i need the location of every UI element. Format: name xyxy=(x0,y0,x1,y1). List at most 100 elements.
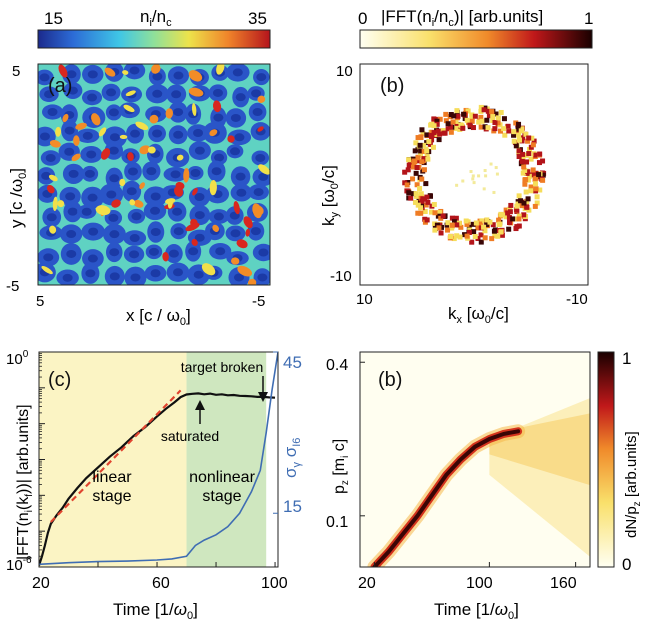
colorbar-b xyxy=(359,29,593,49)
b-xtick-right: -10 xyxy=(566,291,588,308)
fft-noise xyxy=(489,162,493,166)
fft-pixel xyxy=(485,108,491,114)
a-xtick-right: -5 xyxy=(252,293,265,310)
density-void-core xyxy=(252,108,263,117)
fft-pixel xyxy=(482,235,488,241)
fft-pixel xyxy=(475,225,481,231)
panel-a: 15 ni/nc 35 (a) 5 -5 5 -5 x [c / ω0] y [… xyxy=(6,7,271,328)
density-filament xyxy=(55,126,62,137)
fft-pixel xyxy=(406,162,412,168)
fft-pixel xyxy=(406,190,412,196)
fft-pixel xyxy=(419,159,425,165)
c-annotation-target-broken: target broken xyxy=(181,359,264,375)
density-void-core xyxy=(108,108,119,117)
fft-pixel xyxy=(493,111,499,117)
density-void-core xyxy=(109,174,120,183)
fft-pixel xyxy=(521,164,527,170)
fft-pixel xyxy=(436,211,442,217)
density-void-core xyxy=(211,167,222,176)
fft-pixel xyxy=(413,140,419,146)
fft-pixel xyxy=(478,239,484,245)
fft-pixel xyxy=(490,222,496,228)
fft-pixel xyxy=(472,113,478,119)
c-region-linear-l2: stage xyxy=(92,488,131,505)
fft-pixel xyxy=(469,118,475,124)
fft-pixel xyxy=(412,199,418,205)
c-ylabel-left: |FFT(ni(kf))| [arb.units] xyxy=(15,404,35,560)
fft-pixel xyxy=(461,111,467,117)
density-filament xyxy=(149,114,159,124)
fft-pixel xyxy=(419,176,425,182)
fft-pixel xyxy=(422,209,428,215)
density-filament xyxy=(127,152,134,161)
density-filament xyxy=(41,265,53,275)
density-void-core xyxy=(126,187,137,196)
c-ytick-bottom: 10-6 xyxy=(6,555,32,574)
fft-pixel xyxy=(516,137,522,143)
fft-pixel xyxy=(521,212,527,218)
fft-pixel xyxy=(457,234,463,240)
density-filament xyxy=(71,153,81,162)
density-filament xyxy=(57,200,65,208)
fft-pixel xyxy=(465,108,471,114)
density-void-core xyxy=(47,107,58,116)
fft-pixel xyxy=(520,135,526,141)
fft-pixel xyxy=(513,120,519,126)
density-void-core xyxy=(108,146,119,155)
density-filament xyxy=(209,129,218,137)
fft-pixel xyxy=(414,182,420,188)
fft-pixel xyxy=(482,124,488,130)
density-filament xyxy=(254,205,264,216)
density-filament xyxy=(191,103,197,117)
fft-pixel xyxy=(510,216,516,222)
fft-pixel xyxy=(454,233,460,239)
density-void-core xyxy=(39,73,50,82)
fft-pixel xyxy=(478,124,484,130)
panel-c: (c) linear stage nonlinear stage target … xyxy=(6,349,303,622)
fft-pixel xyxy=(420,142,426,148)
fft-pixel xyxy=(418,148,424,154)
c-xtick-20: 20 xyxy=(32,575,50,592)
fft-pixel xyxy=(437,116,443,122)
density-filament xyxy=(111,199,121,208)
fft-pixel xyxy=(492,233,498,239)
colorbar-d-label: dN/pz [arb.units] xyxy=(623,431,643,538)
fft-pixel xyxy=(519,158,525,164)
fft-pixel xyxy=(449,215,455,221)
c-series-2 xyxy=(39,352,278,566)
fft-pixel xyxy=(471,229,477,235)
d-ridge-core xyxy=(372,429,521,567)
fft-pixel xyxy=(525,196,531,202)
density-void-core xyxy=(67,86,78,95)
fft-pixel xyxy=(453,125,459,131)
fft-pixel xyxy=(445,121,451,127)
a-ylabel: y [c /ω0] xyxy=(7,168,29,228)
d-ytick-01: 0.1 xyxy=(326,514,348,531)
density-void-core xyxy=(39,132,50,141)
d-ytick-04: 0.4 xyxy=(326,357,348,374)
fft-pixel xyxy=(440,128,446,134)
density-filament xyxy=(243,216,253,229)
density-void-core xyxy=(66,230,77,239)
density-void-core xyxy=(82,131,93,140)
density-void-core xyxy=(258,172,269,181)
fft-pixel xyxy=(413,191,419,197)
fft-pixel xyxy=(478,114,484,120)
fft-pixel xyxy=(529,172,535,178)
colorbar-a-label: ni/nc xyxy=(140,7,172,29)
density-filament xyxy=(257,126,264,132)
fft-pixel xyxy=(404,182,410,188)
fft-pixel xyxy=(466,230,472,236)
fft-pixel xyxy=(426,139,432,145)
c-regions xyxy=(39,352,267,567)
density-void-core xyxy=(106,88,117,97)
fft-pixel xyxy=(414,165,420,171)
density-void-core xyxy=(81,207,92,216)
density-void-core xyxy=(194,233,205,242)
density-void-core xyxy=(45,153,56,162)
fft-pixel xyxy=(432,210,438,216)
density-void-core xyxy=(46,213,57,222)
fft-pixel xyxy=(432,227,438,233)
fft-pixel xyxy=(522,181,528,187)
density-void-core xyxy=(109,230,120,239)
